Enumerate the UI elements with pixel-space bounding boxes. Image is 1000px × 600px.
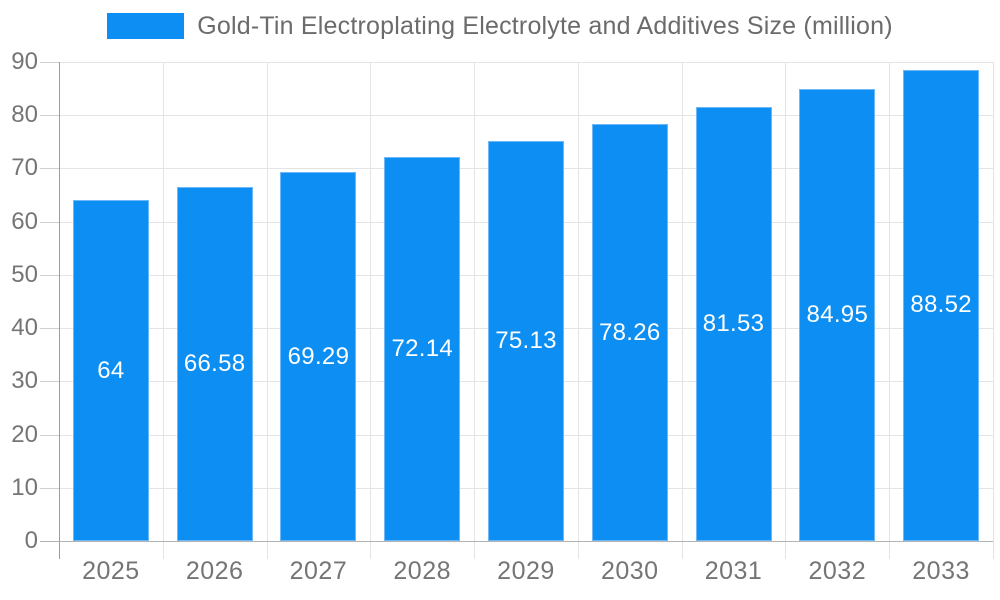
bar-value-label: 66.58 bbox=[183, 349, 246, 377]
y-axis-tick bbox=[40, 434, 59, 436]
x-axis-label-2031: 2031 bbox=[704, 557, 763, 585]
bar-value-label: 72.14 bbox=[391, 335, 453, 363]
y-axis-label: 10 bbox=[11, 473, 38, 501]
x-axis-label-2033: 2033 bbox=[912, 557, 970, 585]
bar-2025[interactable]: 64 bbox=[72, 200, 149, 541]
x-axis-label-2030: 2030 bbox=[600, 557, 659, 585]
x-axis-label-2032: 2032 bbox=[808, 557, 867, 585]
category-boundary-line bbox=[681, 62, 683, 559]
y-axis-tick bbox=[40, 221, 59, 223]
y-axis-tick bbox=[40, 328, 59, 330]
y-axis-label: 50 bbox=[11, 260, 38, 288]
category-boundary-line bbox=[785, 62, 787, 559]
chart-title: Gold-Tin Electroplating Electrolyte and … bbox=[197, 11, 893, 40]
x-axis-line bbox=[40, 541, 993, 542]
category-boundary-line bbox=[889, 62, 891, 559]
x-axis-label-2026: 2026 bbox=[185, 557, 244, 585]
bar-2033[interactable]: 88.52 bbox=[903, 69, 980, 541]
bar-value-label: 81.53 bbox=[702, 310, 765, 338]
bar-2031[interactable]: 81.53 bbox=[695, 107, 772, 541]
y-axis-label: 70 bbox=[11, 154, 38, 182]
category-boundary-line bbox=[162, 62, 164, 559]
y-axis-line bbox=[59, 62, 60, 559]
bar-value-label: 84.95 bbox=[806, 300, 869, 328]
y-axis-label: 90 bbox=[11, 48, 38, 75]
y-axis-tick bbox=[40, 168, 59, 170]
bar-2028[interactable]: 72.14 bbox=[384, 157, 461, 541]
x-axis-label-2028: 2028 bbox=[393, 557, 452, 585]
y-axis-label: 80 bbox=[11, 101, 38, 129]
bar-value-label: 64 bbox=[97, 356, 125, 384]
bar-value-label: 78.26 bbox=[598, 318, 661, 346]
y-axis-label: 20 bbox=[11, 420, 38, 448]
category-boundary-line bbox=[993, 62, 994, 559]
category-boundary-line bbox=[577, 62, 579, 559]
y-gridline bbox=[59, 115, 993, 117]
y-axis-tick bbox=[40, 274, 59, 276]
y-axis-label: 40 bbox=[11, 314, 38, 342]
bar-2029[interactable]: 75.13 bbox=[488, 141, 564, 541]
bar-2027[interactable]: 69.29 bbox=[280, 172, 357, 541]
y-axis-tick bbox=[40, 487, 59, 489]
bar-2030[interactable]: 78.26 bbox=[591, 124, 668, 541]
y-axis-tick bbox=[40, 381, 59, 383]
bar-2032[interactable]: 84.95 bbox=[799, 88, 876, 541]
x-axis-label-2025: 2025 bbox=[82, 557, 140, 585]
y-axis-label: 60 bbox=[11, 207, 38, 235]
category-boundary-line bbox=[370, 62, 372, 559]
y-axis-tick bbox=[40, 115, 59, 117]
x-axis-label-2029: 2029 bbox=[497, 557, 555, 585]
legend-swatch bbox=[107, 13, 185, 39]
y-axis-label: 30 bbox=[11, 367, 38, 395]
y-axis-label: 0 bbox=[24, 527, 38, 554]
bar-value-label: 69.29 bbox=[287, 342, 350, 370]
y-axis-tick bbox=[40, 62, 59, 63]
bar-value-label: 88.52 bbox=[910, 291, 972, 319]
category-boundary-line bbox=[266, 62, 268, 559]
x-axis-label-2027: 2027 bbox=[289, 557, 348, 585]
bar-2026[interactable]: 66.58 bbox=[176, 186, 253, 541]
bar-value-label: 75.13 bbox=[495, 327, 557, 355]
category-boundary-line bbox=[474, 62, 476, 559]
y-gridline bbox=[59, 62, 993, 63]
chart-legend[interactable]: Gold-Tin Electroplating Electrolyte and … bbox=[0, 0, 1000, 52]
